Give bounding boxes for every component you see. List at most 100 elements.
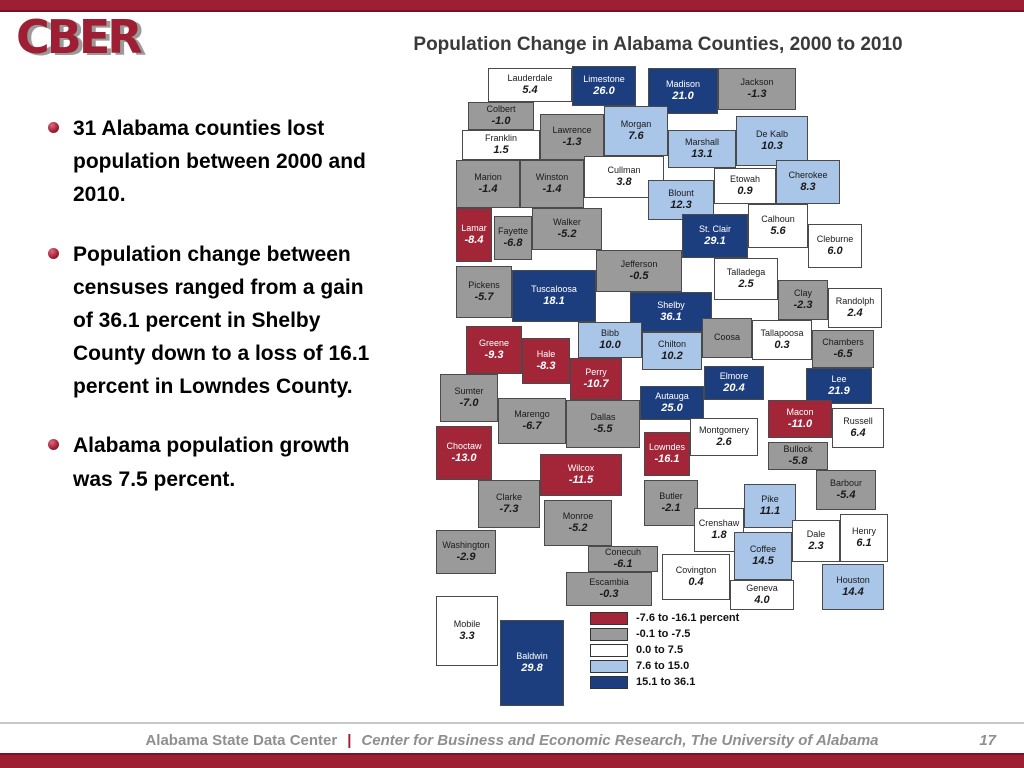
county-value: 14.5 [752,554,774,567]
county-name: Choctaw [446,441,482,452]
county-name: Sumter [454,386,484,397]
county-name: Wilcox [567,463,595,474]
slide-title: Population Change in Alabama Counties, 2… [413,34,903,55]
county-name: Mobile [453,619,481,630]
county-value: -6.1 [613,557,633,570]
legend-swatch [590,676,628,689]
county-name: Marengo [514,409,550,420]
county-value: 0.4 [688,575,704,588]
county-jackson: Jackson -1.3 [718,68,796,110]
county-hale: Hale -8.3 [522,338,570,384]
county-value: 26.0 [593,84,615,97]
county-sumter: Sumter -7.0 [440,374,498,422]
county-name: Madison [665,79,701,90]
legend-row: 7.6 to 15.0 [590,660,739,673]
county-name: Shelby [657,300,685,311]
county-henry: Henry 6.1 [840,514,888,562]
county-bullock: Bullock -5.8 [768,442,828,470]
county-name: Conecuh [604,547,642,558]
county-autauga: Autauga 25.0 [640,386,704,420]
legend-label: 0.0 to 7.5 [636,644,684,656]
county-cleburne: Cleburne 6.0 [808,224,862,268]
bottom-accent-bar [0,753,1024,768]
county-name: Dallas [590,412,616,423]
county-value: -5.7 [474,290,494,303]
county-escambia: Escambia -0.3 [566,572,652,606]
county-name: Jackson [740,77,774,88]
county-butler: Butler -2.1 [644,480,698,526]
county-name: Henry [851,526,876,537]
county-value: 10.0 [599,338,621,351]
county-value: 0.9 [737,184,753,197]
county-morgan: Morgan 7.6 [604,106,668,156]
county-value: 36.1 [660,310,682,323]
legend-swatch [590,660,628,673]
county-name: Limestone [583,74,625,85]
county-marion: Marion -1.4 [456,160,520,208]
county-wilcox: Wilcox -11.5 [540,454,622,496]
county-value: -7.0 [459,396,479,409]
county-name: Jefferson [620,259,658,270]
county-name: Lawrence [552,125,592,136]
county-name: Talladega [726,267,766,278]
county-name: Tallapoosa [760,328,804,339]
county-value: 6.4 [850,426,866,439]
county-perry: Perry -10.7 [570,358,622,400]
county-name: Lamar [461,223,487,234]
county-limestone: Limestone 26.0 [572,66,636,106]
county-name: Chambers [822,337,864,348]
county-de-kalb: De Kalb 10.3 [736,116,808,166]
legend-label: -7.6 to -16.1 percent [636,612,740,624]
county-name: Washington [442,540,490,551]
county-name: Coffee [749,544,777,555]
county-coosa: Coosa [702,318,752,358]
legend-row: -0.1 to -7.5 [590,628,739,641]
county-value: 0.3 [774,338,790,351]
map-legend: -7.6 to -16.1 percent -0.1 to -7.5 0.0 to … [590,612,739,692]
footer-center: Center for Business and Economic Researc… [361,732,879,749]
county-name: Lowndes [648,442,686,453]
county-name: Pickens [468,280,500,291]
county-dallas: Dallas -5.5 [566,400,640,448]
county-value: -2.3 [793,298,813,311]
county-value: -5.5 [593,422,613,435]
legend-swatch [590,644,628,657]
county-value: 3.3 [459,629,475,642]
county-value: -10.7 [583,377,609,390]
county-lauderdale: Lauderdale 5.4 [488,68,572,102]
county-dale: Dale 2.3 [792,520,840,562]
county-franklin: Franklin 1.5 [462,130,540,160]
county-value: 11.1 [759,504,781,517]
county-value: -0.5 [629,269,649,282]
county-value: 2.3 [808,539,824,552]
cber-logo: CBER [16,10,143,64]
legend-swatch [590,628,628,641]
county-choctaw: Choctaw -13.0 [436,426,492,480]
county-colbert: Colbert -1.0 [468,102,534,130]
county-name: Elmore [719,371,749,382]
county-name: Blount [668,188,694,199]
county-value: 4.0 [754,593,770,606]
county-value: 21.0 [672,89,694,102]
county-value: 10.3 [761,139,783,152]
county-name: Franklin [484,133,517,144]
county-value: 3.8 [616,175,632,188]
legend-row: 0.0 to 7.5 [590,644,739,657]
county-name: St. Clair [698,224,731,235]
county-conecuh: Conecuh -6.1 [588,546,658,572]
county-geneva: Geneva 4.0 [730,580,794,610]
county-name: Randolph [835,296,875,307]
county-value: -5.2 [557,227,577,240]
county-name: Crenshaw [698,518,740,529]
county-name: Montgomery [698,425,750,436]
county-pickens: Pickens -5.7 [456,266,512,318]
county-name: Bibb [600,328,619,339]
county-name: Baldwin [516,651,548,662]
county-value: 21.9 [828,384,850,397]
county-name: Bullock [783,444,813,455]
county-name: Barbour [829,478,863,489]
county-value: -11.0 [787,417,813,430]
county-name: Clarke [495,492,522,503]
legend-row: 15.1 to 36.1 [590,676,739,689]
county-monroe: Monroe -5.2 [544,500,612,546]
